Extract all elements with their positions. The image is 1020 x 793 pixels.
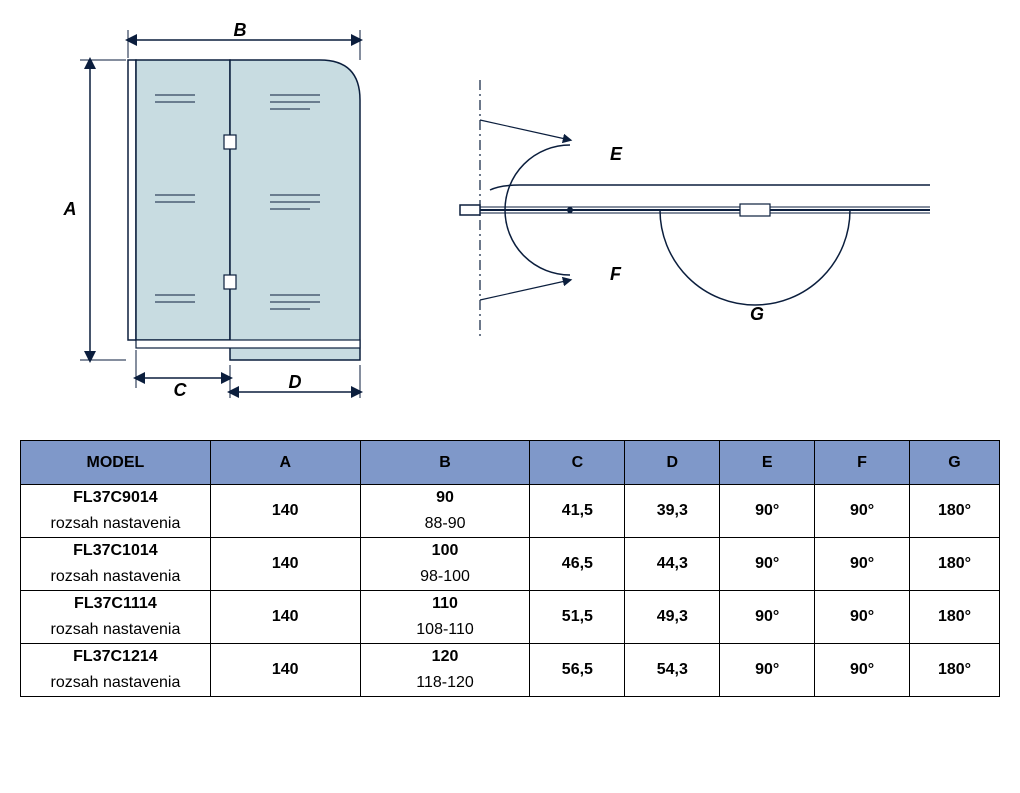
cell-model: FL37C1114rozsah nastavenia — [21, 591, 211, 644]
model-code: FL37C1214 — [21, 644, 210, 670]
cell-g: 180° — [910, 538, 1000, 591]
col-g: G — [910, 441, 1000, 485]
cell-g: 180° — [910, 485, 1000, 538]
col-model: MODEL — [21, 441, 211, 485]
cell-f: 90° — [815, 485, 910, 538]
cell-d: 54,3 — [625, 644, 720, 697]
model-sublabel: rozsah nastavenia — [21, 511, 210, 537]
cell-a: 140 — [210, 485, 360, 538]
table-row: FL37C1214rozsah nastavenia140120118-1205… — [21, 644, 1000, 697]
cell-d: 49,3 — [625, 591, 720, 644]
label-g: G — [750, 304, 764, 324]
cell-e: 90° — [720, 485, 815, 538]
table-row: FL37C1114rozsah nastavenia140110108-1105… — [21, 591, 1000, 644]
cell-e: 90° — [720, 591, 815, 644]
label-f: F — [610, 264, 622, 284]
cell-g: 180° — [910, 591, 1000, 644]
cell-b: 9088-90 — [360, 485, 530, 538]
cell-d: 39,3 — [625, 485, 720, 538]
col-e: E — [720, 441, 815, 485]
cell-f: 90° — [815, 538, 910, 591]
cell-f: 90° — [815, 591, 910, 644]
col-c: C — [530, 441, 625, 485]
table-row: FL37C9014rozsah nastavenia1409088-9041,5… — [21, 485, 1000, 538]
diagram-plan-view: E F G — [420, 70, 940, 350]
cell-g: 180° — [910, 644, 1000, 697]
label-b: B — [234, 20, 247, 40]
table-header-row: MODELABCDEFG — [21, 441, 1000, 485]
model-code: FL37C1014 — [21, 538, 210, 564]
cell-c: 51,5 — [530, 591, 625, 644]
model-code: FL37C9014 — [21, 485, 210, 511]
col-a: A — [210, 441, 360, 485]
label-e: E — [610, 144, 623, 164]
cell-model: FL37C1014rozsah nastavenia — [21, 538, 211, 591]
cell-c: 46,5 — [530, 538, 625, 591]
cell-c: 56,5 — [530, 644, 625, 697]
table-row: FL37C1014rozsah nastavenia14010098-10046… — [21, 538, 1000, 591]
cell-model: FL37C1214rozsah nastavenia — [21, 644, 211, 697]
diagrams-row: B A C D — [20, 20, 1000, 400]
col-f: F — [815, 441, 910, 485]
cell-b: 120118-120 — [360, 644, 530, 697]
cell-e: 90° — [720, 644, 815, 697]
col-b: B — [360, 441, 530, 485]
label-d: D — [289, 372, 302, 392]
cell-b: 110108-110 — [360, 591, 530, 644]
cell-a: 140 — [210, 538, 360, 591]
cell-f: 90° — [815, 644, 910, 697]
spec-table: MODELABCDEFG FL37C9014rozsah nastavenia1… — [20, 440, 1000, 697]
cell-b: 10098-100 — [360, 538, 530, 591]
label-c: C — [174, 380, 188, 400]
label-a: A — [63, 199, 77, 219]
cell-c: 41,5 — [530, 485, 625, 538]
model-code: FL37C1114 — [21, 591, 210, 617]
cell-d: 44,3 — [625, 538, 720, 591]
cell-a: 140 — [210, 591, 360, 644]
col-d: D — [625, 441, 720, 485]
diagram-front-elevation: B A C D — [20, 20, 380, 400]
model-sublabel: rozsah nastavenia — [21, 564, 210, 590]
cell-a: 140 — [210, 644, 360, 697]
model-sublabel: rozsah nastavenia — [21, 617, 210, 643]
model-sublabel: rozsah nastavenia — [21, 670, 210, 696]
cell-e: 90° — [720, 538, 815, 591]
cell-model: FL37C9014rozsah nastavenia — [21, 485, 211, 538]
